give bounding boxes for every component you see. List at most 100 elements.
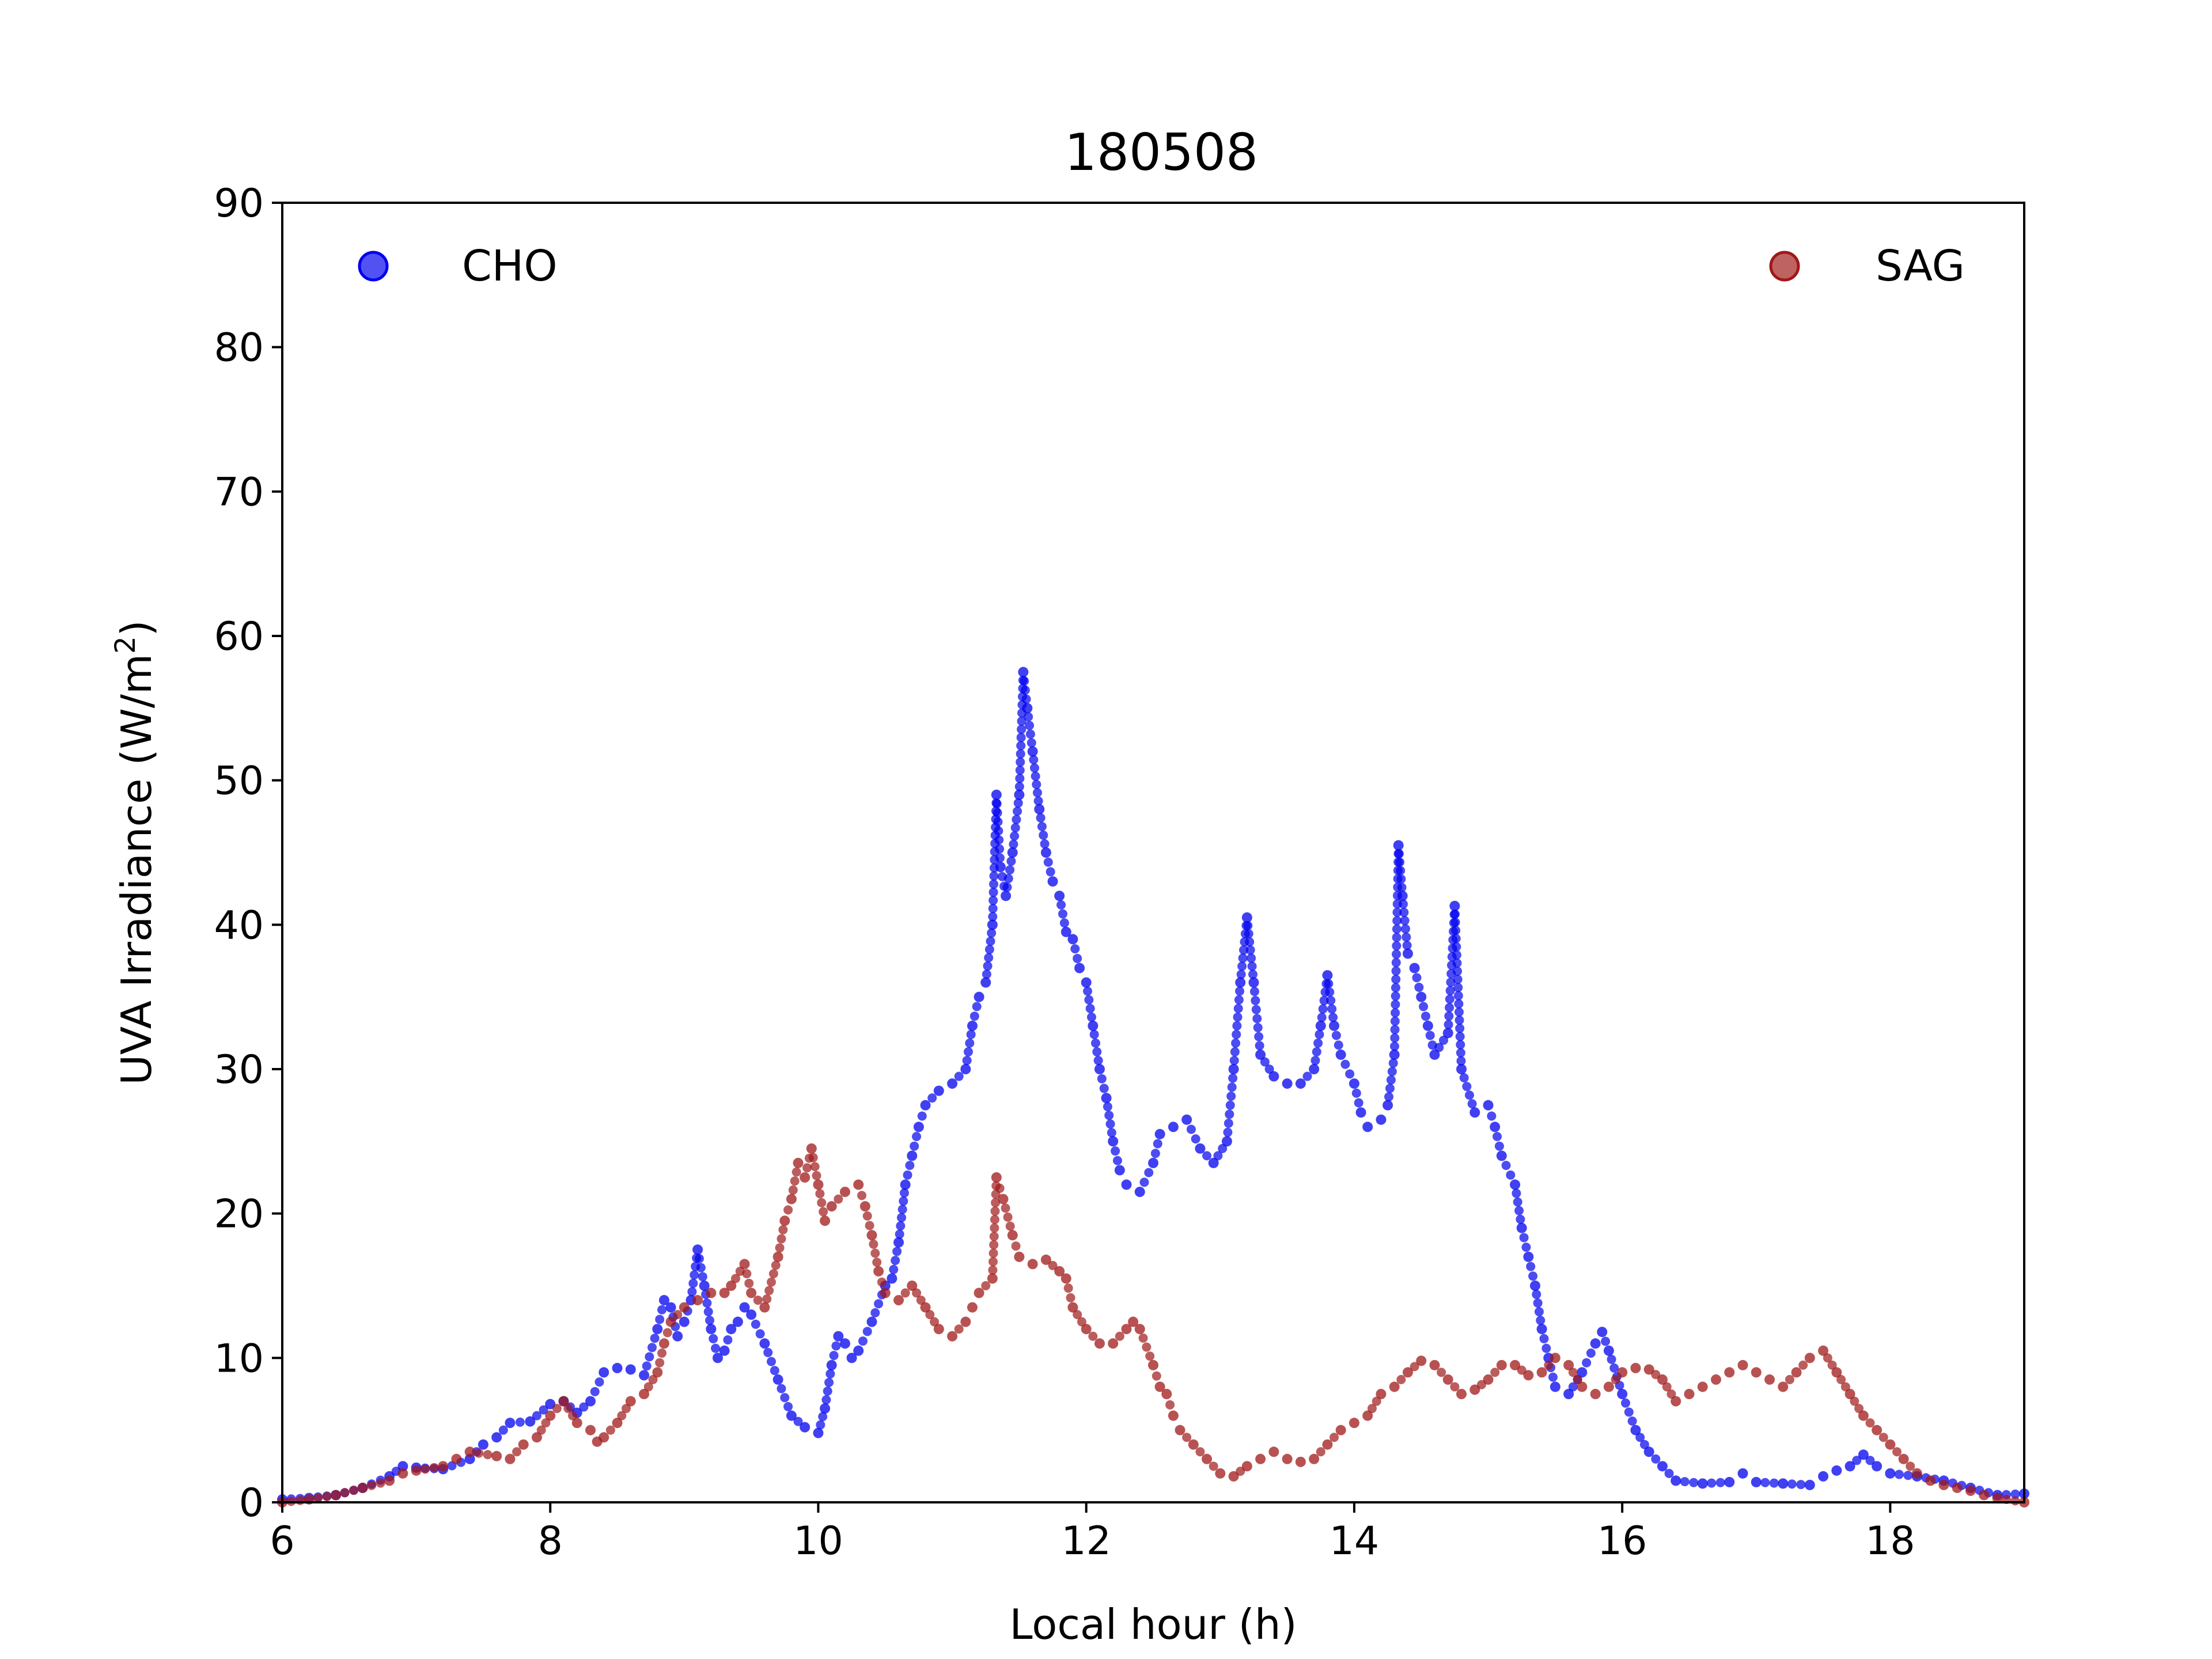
data-point-sag: [571, 1418, 582, 1429]
data-dot-cho: [1787, 1479, 1797, 1489]
data-dot-cho: [988, 912, 998, 922]
data-point-sag: [451, 1453, 462, 1464]
data-dot-sag: [877, 1277, 887, 1287]
x-tick-label: 16: [1597, 1518, 1647, 1564]
data-dot-cho: [1223, 1127, 1233, 1137]
data-point-sag: [991, 1172, 1002, 1183]
data-dot-cho: [1244, 929, 1253, 938]
data-point-sag: [658, 1338, 669, 1349]
data-dot-cho: [1514, 1206, 1524, 1215]
data-point-cho: [1014, 789, 1025, 800]
data-point-sag: [1710, 1374, 1721, 1385]
data-dot-cho: [1796, 1480, 1806, 1490]
data-dot-cho: [1396, 874, 1406, 884]
data-point-cho: [1228, 1064, 1239, 1074]
data-dot-cho: [1218, 1143, 1228, 1153]
data-dot-cho: [755, 1329, 765, 1339]
data-point-sag: [880, 1287, 891, 1298]
data-dot-sag: [1195, 1447, 1205, 1457]
data-dot-cho: [594, 1377, 604, 1387]
data-dot-sag: [1611, 1374, 1620, 1384]
data-dot-sag: [817, 1198, 827, 1207]
data-dot-cho: [1769, 1478, 1779, 1488]
data-dot-cho: [1073, 953, 1082, 963]
y-tick-label: 0: [239, 1480, 264, 1526]
data-point-sag: [920, 1302, 931, 1313]
data-dot-sag: [1823, 1353, 1832, 1363]
data-dot-sag: [1573, 1374, 1582, 1384]
data-dot-cho: [1245, 945, 1255, 955]
data-dot-sag: [657, 1348, 667, 1358]
data-dot-cho: [1609, 1363, 1619, 1373]
data-point-sag: [665, 1316, 676, 1327]
data-dot-cho: [917, 1111, 927, 1121]
data-dot-sag: [916, 1296, 926, 1305]
data-point-cho: [1409, 963, 1420, 974]
data-point-cho: [1590, 1338, 1601, 1349]
data-dot-cho: [1402, 941, 1412, 950]
data-point-sag: [866, 1230, 877, 1241]
data-dot-cho: [989, 871, 999, 881]
x-tick-label: 14: [1330, 1518, 1380, 1564]
data-dot-sag: [783, 1205, 793, 1215]
data-dot-cho: [767, 1357, 777, 1366]
data-dot-cho: [982, 969, 991, 979]
data-dot-cho: [889, 1264, 899, 1274]
data-point-sag: [719, 1287, 730, 1298]
data-dot-cho: [1234, 995, 1244, 1005]
data-dot-cho: [1400, 924, 1410, 934]
data-point-sag: [1456, 1389, 1467, 1399]
data-dot-cho: [1040, 839, 1050, 849]
data-dot-sag: [1827, 1360, 1837, 1370]
data-dot-sag: [512, 1447, 522, 1457]
data-dot-cho: [1017, 716, 1027, 726]
data-dot-cho: [823, 1386, 832, 1396]
data-dot-cho: [1012, 815, 1021, 824]
data-dot-cho: [1003, 874, 1013, 884]
data-point-sag: [1014, 1251, 1025, 1262]
data-point-sag: [1175, 1425, 1185, 1435]
data-dot-cho: [590, 1387, 600, 1396]
data-dot-cho: [1454, 1007, 1464, 1017]
data-point-cho: [846, 1353, 857, 1363]
data-dot-cho: [1398, 899, 1408, 909]
data-dot-cho: [1464, 1090, 1474, 1100]
data-dot-cho: [1456, 1040, 1465, 1050]
data-dot-sag: [662, 1328, 672, 1338]
data-dot-cho: [1059, 918, 1069, 928]
data-dot-cho: [1506, 1170, 1516, 1180]
data-dot-sag: [1115, 1331, 1124, 1341]
data-dot-cho: [816, 1420, 825, 1430]
data-dot-cho: [1351, 1088, 1361, 1098]
data-dot-sag: [1077, 1317, 1086, 1327]
data-point-cho: [1134, 1187, 1145, 1198]
data-point-sag: [1148, 1359, 1158, 1370]
data-point-sag: [1295, 1456, 1306, 1467]
data-point-sag: [531, 1432, 542, 1443]
data-dot-cho: [1446, 978, 1456, 987]
data-dot-cho: [1005, 865, 1015, 875]
data-dot-sag: [1063, 1283, 1073, 1293]
data-dot-cho: [1251, 995, 1260, 1005]
data-point-sag: [1188, 1439, 1199, 1450]
data-dot-cho: [1084, 995, 1094, 1005]
data-point-sag: [907, 1281, 918, 1291]
data-dot-cho: [1532, 1290, 1541, 1300]
data-point-cho: [1054, 891, 1065, 902]
data-point-sag: [998, 1194, 1009, 1205]
data-point-cho: [713, 1353, 723, 1363]
data-dot-cho: [1392, 924, 1402, 934]
data-dot-cho: [1016, 741, 1026, 751]
data-dot-cho: [994, 835, 1004, 845]
data-dot-cho: [1230, 1047, 1240, 1056]
data-point-sag: [1108, 1338, 1119, 1349]
data-point-cho: [1671, 1475, 1681, 1486]
data-dot-cho: [1760, 1478, 1770, 1487]
data-dot-cho: [984, 953, 994, 963]
data-point-sag: [1335, 1425, 1346, 1435]
data-point-sag: [1416, 1355, 1427, 1366]
data-point-sag: [679, 1302, 690, 1313]
data-point-cho: [1195, 1143, 1206, 1154]
data-point-cho: [1872, 1461, 1883, 1472]
data-dot-cho: [1582, 1358, 1592, 1368]
